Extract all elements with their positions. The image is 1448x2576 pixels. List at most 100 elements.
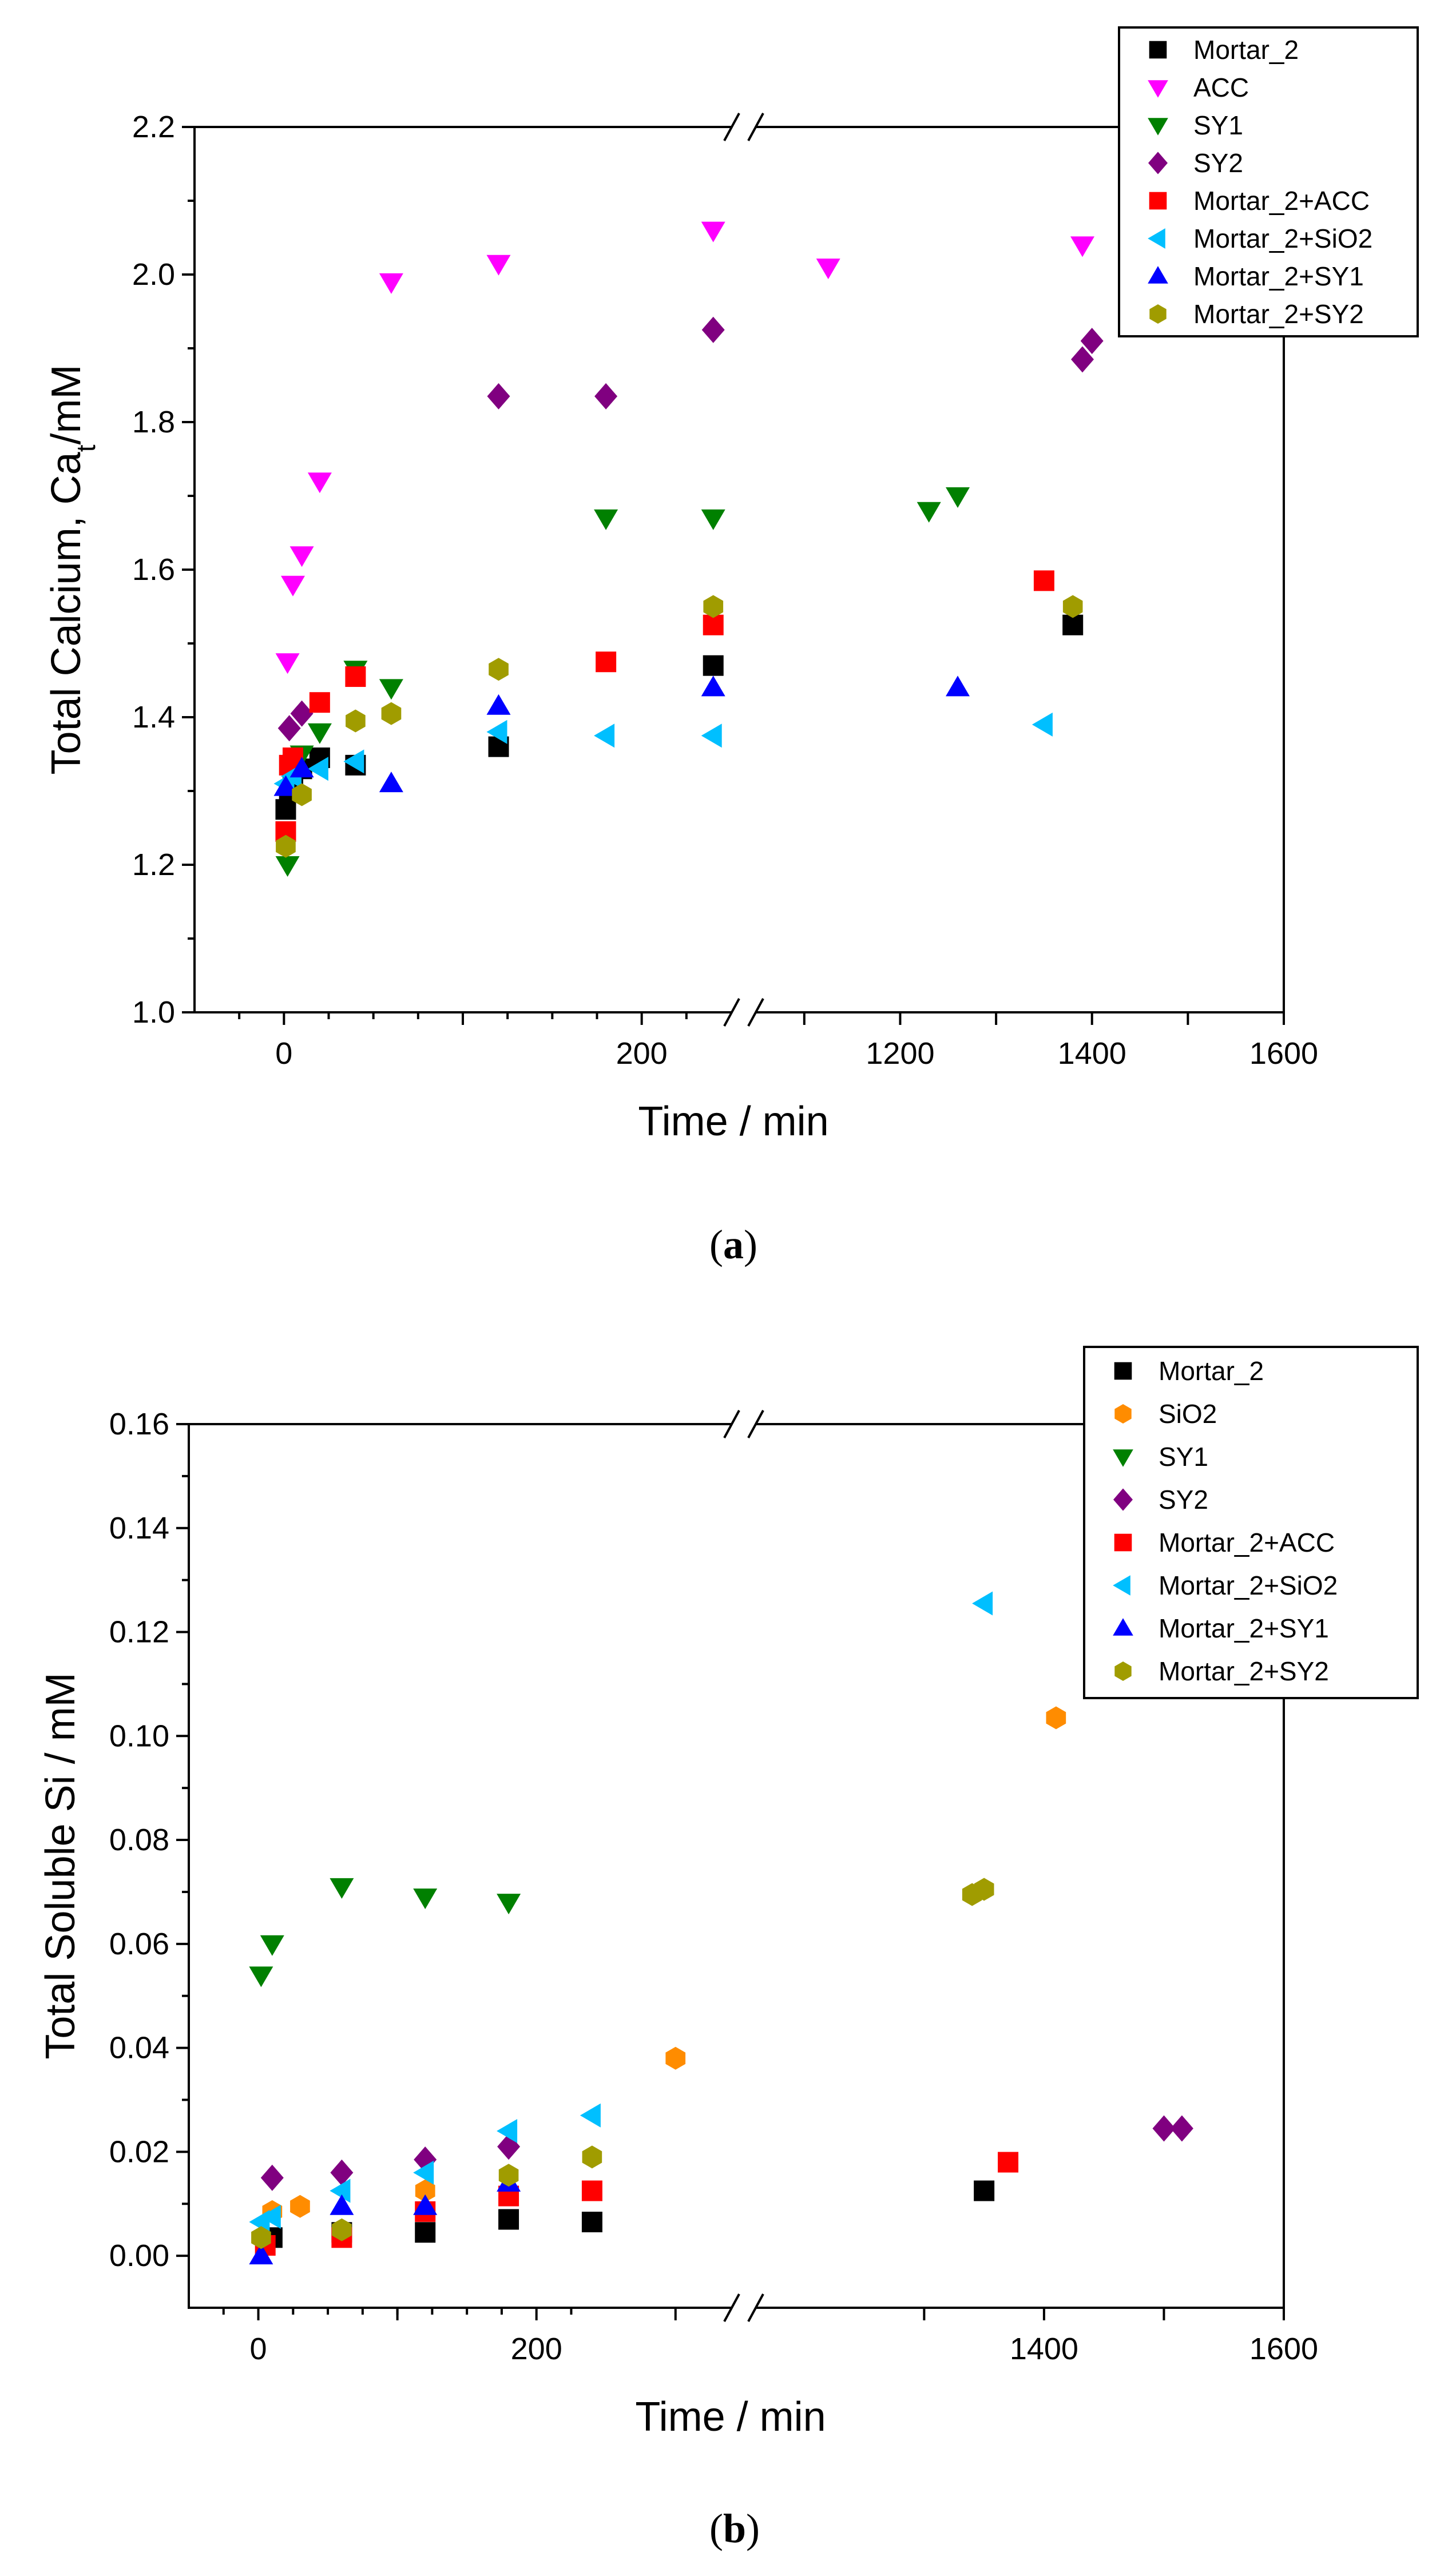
data-point xyxy=(289,546,314,567)
data-point xyxy=(594,509,618,530)
y-tick-label: 0.12 xyxy=(109,1615,169,1649)
data-point xyxy=(1046,1706,1066,1730)
legend-marker xyxy=(1148,266,1168,284)
data-point xyxy=(701,723,722,748)
x-tick-label: 200 xyxy=(616,1036,668,1071)
series-mortar-2-acc xyxy=(275,570,1054,842)
x-axis-title: Time / min xyxy=(638,1099,828,1144)
axis-break-mark xyxy=(747,2293,764,2322)
data-point xyxy=(486,719,507,744)
data-point xyxy=(594,383,618,410)
data-point xyxy=(497,2119,518,2143)
series-sy1 xyxy=(275,487,970,877)
data-point xyxy=(330,2159,354,2186)
data-point xyxy=(581,2212,602,2233)
legend-entry-label: Mortar_2+SY1 xyxy=(1193,261,1364,291)
data-point xyxy=(701,509,725,530)
data-point xyxy=(343,749,364,774)
data-point xyxy=(249,1966,273,1987)
legend-entry-label: SY2 xyxy=(1159,1485,1208,1514)
caption-close: ) xyxy=(746,2506,760,2551)
data-point xyxy=(275,856,300,877)
series-sy2 xyxy=(260,2115,1193,2191)
data-point xyxy=(290,2195,310,2218)
data-point xyxy=(701,675,725,697)
x-tick-label: 0 xyxy=(250,2332,267,2366)
axis-break-mark xyxy=(723,113,740,141)
axis-break-mark xyxy=(747,998,764,1027)
axis-break-mark xyxy=(747,113,764,141)
y-tick-label: 1.4 xyxy=(132,700,175,734)
data-point xyxy=(379,679,403,700)
y-tick-label: 0.08 xyxy=(109,1823,169,1857)
data-point xyxy=(289,757,314,778)
y-axis-title-main: Total Soluble Si / mM xyxy=(38,1672,84,2059)
data-point xyxy=(260,2164,284,2191)
data-point xyxy=(281,575,305,597)
y-tick-label: 0.02 xyxy=(109,2134,169,2169)
y-axis-title: Total Soluble Si / mM xyxy=(38,1672,84,2059)
data-point xyxy=(307,723,332,744)
x-tick-label: 1600 xyxy=(1249,1036,1318,1071)
x-axis-title: Time / min xyxy=(635,2394,826,2440)
data-point xyxy=(1071,346,1094,373)
data-point xyxy=(260,2205,281,2229)
data-point xyxy=(703,655,724,676)
legend-box xyxy=(1083,1346,1419,1699)
series-mortar-2-sy1 xyxy=(273,675,970,796)
data-point xyxy=(498,2209,519,2230)
y-tick-label: 0.00 xyxy=(109,2239,169,2273)
data-point xyxy=(974,2180,995,2201)
data-point xyxy=(379,772,403,793)
data-point xyxy=(251,2226,271,2249)
y-axis-title-main: Total Calcium, Ca xyxy=(43,451,89,774)
legend-marker xyxy=(1113,1449,1133,1467)
data-point xyxy=(276,834,296,858)
legend-marker xyxy=(1114,1362,1132,1380)
legend-entry-label: Mortar_2+SiO2 xyxy=(1193,224,1372,253)
data-point xyxy=(581,2180,602,2201)
axis-break-mark xyxy=(723,1410,740,1438)
chart-panel-a: 1.0 1.2 1.4 1.6 1.8 2.0 2.2 0 200 1200 1400 1600 Tim… xyxy=(43,26,1419,1267)
x-tick-label: 1600 xyxy=(1249,2332,1318,2366)
y-axis-title: Total Calcium, Cat/mM xyxy=(43,365,101,775)
y-tick-label: 1.2 xyxy=(132,848,175,882)
data-point xyxy=(580,2103,601,2128)
y-tick-label: 0.04 xyxy=(109,2031,169,2065)
data-point xyxy=(487,383,510,410)
series-mortar-2-sio2 xyxy=(249,1591,993,2234)
legend-entry-label: SY1 xyxy=(1159,1442,1208,1472)
data-point xyxy=(1152,2115,1176,2142)
data-point xyxy=(249,2244,273,2265)
legend-marker xyxy=(1149,304,1167,324)
x-tick-label: 1400 xyxy=(1010,2332,1078,2366)
data-point xyxy=(413,2160,434,2185)
axis-break-gap xyxy=(732,1009,755,1016)
y-tick-label: 0.06 xyxy=(109,1927,169,1961)
data-point xyxy=(1170,2115,1193,2142)
data-point xyxy=(330,2179,351,2203)
data-point xyxy=(703,595,724,618)
legend-entry-label: Mortar_2+SY1 xyxy=(1159,1613,1329,1643)
data-point xyxy=(413,2194,438,2215)
legend-entry-label: Mortar_2+SY2 xyxy=(1193,299,1364,329)
legend-marker xyxy=(1148,228,1165,249)
series-sy2 xyxy=(277,316,1104,742)
legend-entry-label: Mortar_2+SY2 xyxy=(1159,1656,1329,1686)
x-tick-label: 200 xyxy=(511,2332,562,2366)
legend-entry-label: Mortar_2+ACC xyxy=(1159,1528,1335,1557)
caption-close: ) xyxy=(744,1222,757,1267)
data-point xyxy=(498,2164,519,2187)
legend-entry-label: Mortar_2 xyxy=(1193,35,1299,65)
legend-entry-label: SY1 xyxy=(1193,110,1243,140)
data-point xyxy=(413,1889,438,1909)
data-point xyxy=(415,2222,436,2243)
data-points xyxy=(249,1591,1193,2265)
axis-break-mark xyxy=(723,998,740,1027)
series-mortar-2-sy2 xyxy=(251,1878,994,2249)
legend-entry-label: ACC xyxy=(1193,73,1249,102)
series-mortar-2 xyxy=(261,2180,995,2248)
legend-entry-label: SY2 xyxy=(1193,148,1243,178)
y-tick-label: 1.8 xyxy=(132,405,175,439)
data-point xyxy=(307,757,328,781)
